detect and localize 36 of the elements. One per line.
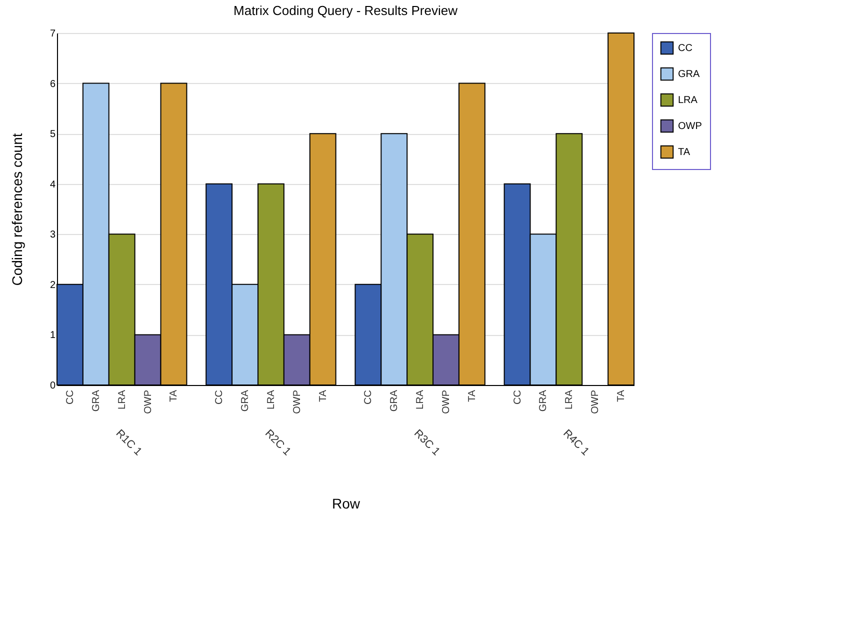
text: CC <box>64 390 76 404</box>
legend-label: GRA <box>678 69 700 80</box>
legend-label: LRA <box>678 95 698 106</box>
legend-label: CC <box>678 43 692 54</box>
y-tick-label: 3 <box>50 230 56 241</box>
text: GRA <box>538 390 550 412</box>
chart-title: Matrix Coding Query - Results Preview <box>234 3 458 18</box>
y-tick-label: 0 <box>50 380 56 392</box>
text: GRA <box>389 390 400 412</box>
text: TA <box>318 390 329 402</box>
y-tick-label: 4 <box>50 179 56 190</box>
text: LRA <box>116 390 128 410</box>
text: TA <box>616 390 628 402</box>
text: LRA <box>415 390 426 410</box>
text: CC <box>214 390 226 404</box>
text: GRA <box>90 390 102 412</box>
text: OWP <box>440 390 452 414</box>
legend-label: OWP <box>678 121 702 132</box>
y-tick-label: 2 <box>50 280 56 291</box>
text: CC <box>512 390 524 404</box>
y-tick-label: 6 <box>50 78 56 90</box>
text: CC <box>363 390 374 404</box>
text: LRA <box>564 390 576 410</box>
y-tick-label: 5 <box>50 129 56 140</box>
text: GRA <box>240 390 252 412</box>
y-axis-title: Coding references count <box>8 133 25 286</box>
x-axis-title: Row <box>332 495 361 512</box>
text: OWP <box>292 390 303 414</box>
legend-label: TA <box>678 147 690 158</box>
text: LRA <box>266 390 277 410</box>
text: TA <box>168 390 180 402</box>
text: OWP <box>142 390 154 414</box>
text: OWP <box>590 390 602 414</box>
y-tick-label: 7 <box>50 28 56 40</box>
text: TA <box>466 390 478 402</box>
y-tick-label: 1 <box>50 330 56 342</box>
